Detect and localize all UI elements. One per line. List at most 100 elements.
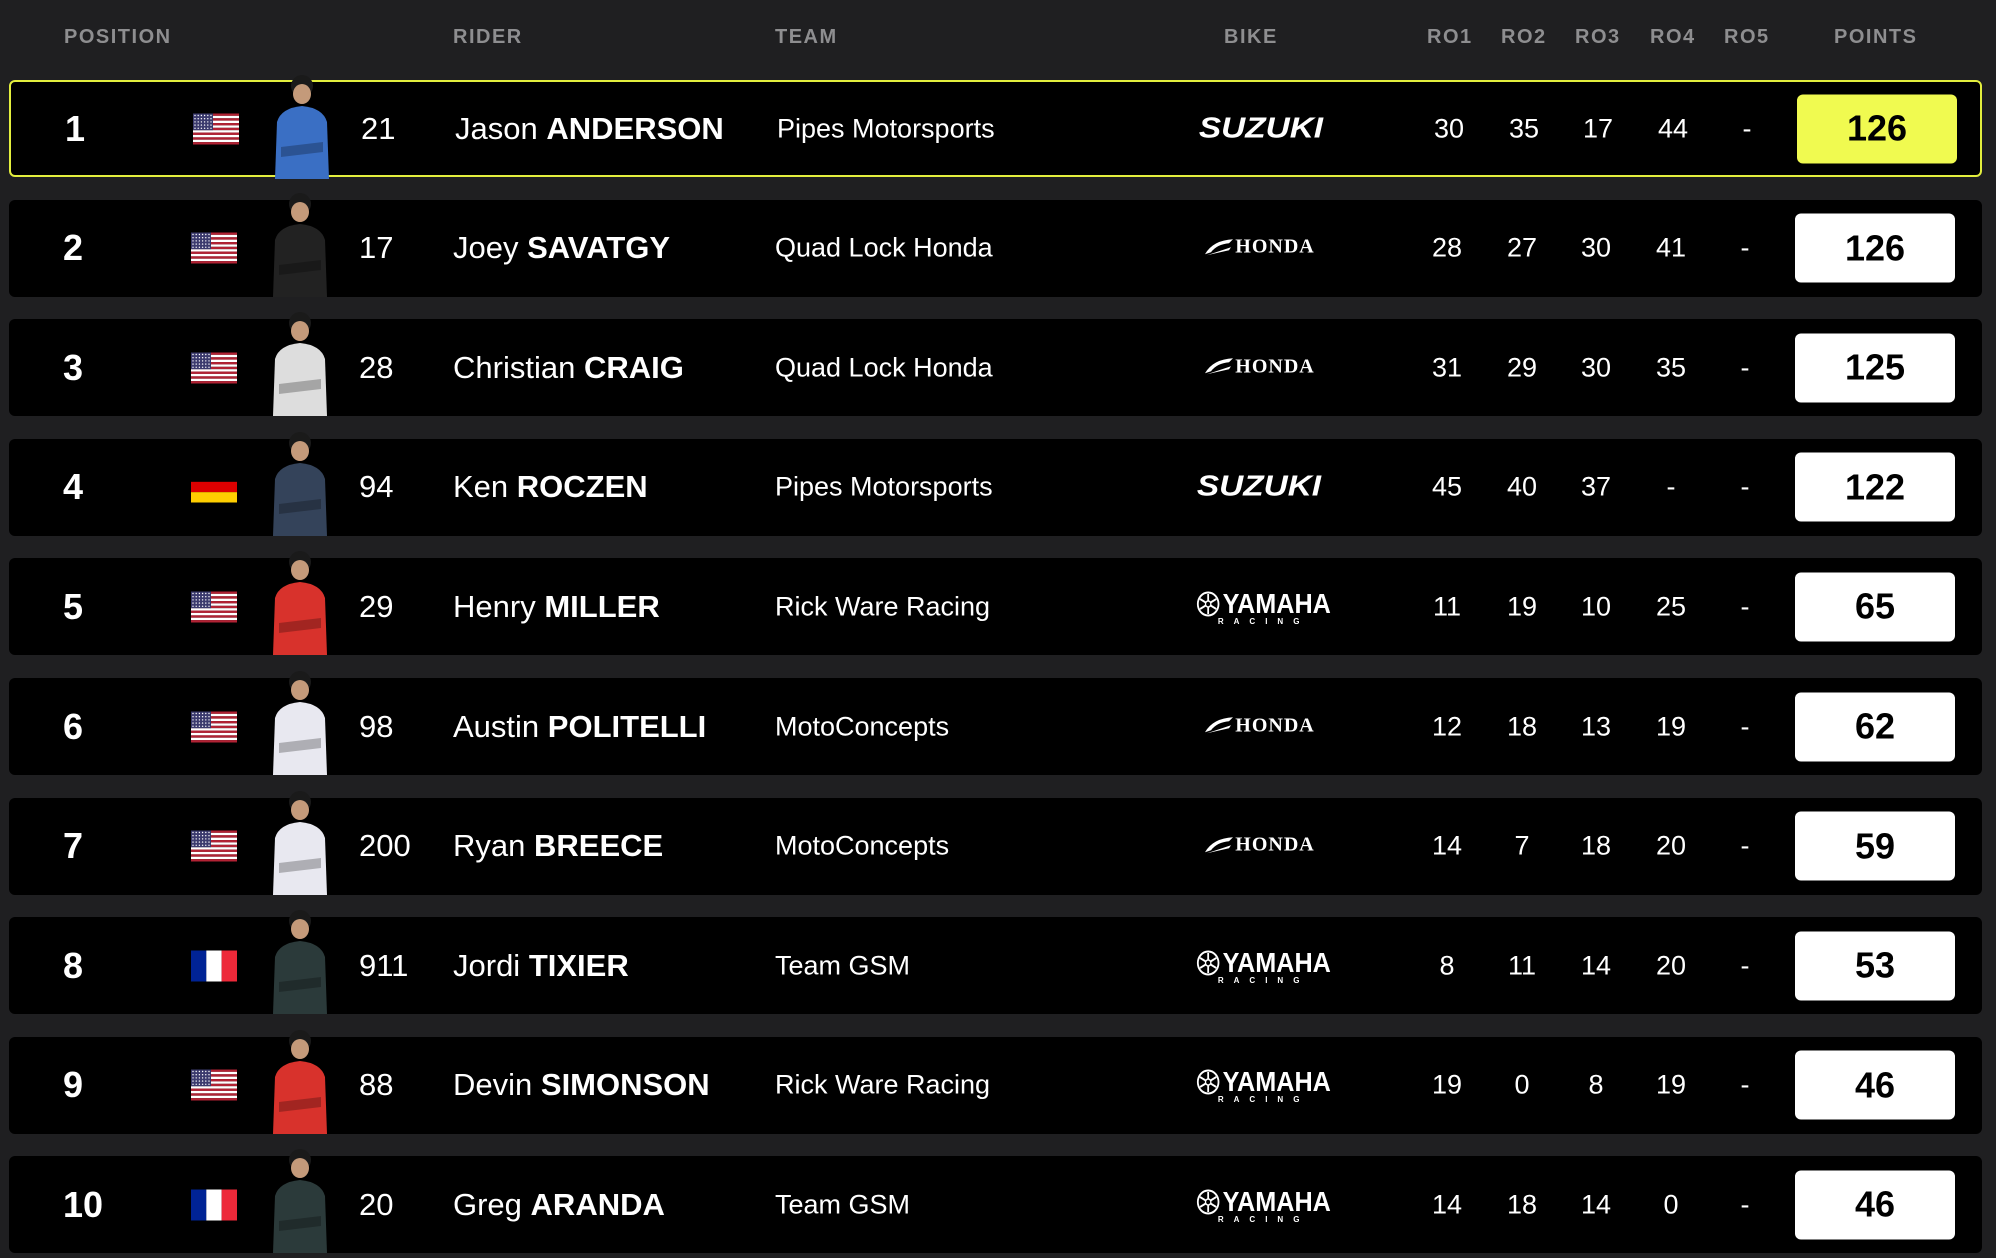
header-position: POSITION — [64, 26, 172, 48]
header-r03: RO3 — [1575, 26, 1621, 48]
flag-france-icon — [191, 1189, 237, 1221]
rider-first-name: Ryan — [453, 828, 526, 864]
flag-usa-icon — [193, 113, 239, 144]
header-bike: BIKE — [1224, 26, 1278, 48]
round-3-points: 14 — [1580, 1189, 1612, 1220]
rider-name[interactable]: Christian CRAIG — [453, 350, 684, 386]
standings-row[interactable]: 2 17 Joey SAVATGY Quad Lock Honda HONDA 28 27 3… — [9, 192, 1982, 297]
bike-brand: YAMAHA RACING — [1189, 1066, 1331, 1104]
round-5-points: - — [1740, 471, 1750, 502]
total-points: 62 — [1795, 692, 1955, 761]
round-1-points: 19 — [1431, 1069, 1463, 1100]
honda-logo: HONDA — [1203, 355, 1314, 378]
round-3-points: 30 — [1580, 232, 1612, 263]
standings-row[interactable]: 4 94 Ken ROCZEN Pipes Motorsports SUZUKI 45 40… — [9, 431, 1982, 536]
total-points: 59 — [1795, 811, 1955, 881]
round-3-points: 13 — [1580, 711, 1612, 741]
total-points: 122 — [1795, 452, 1955, 522]
standings-row[interactable]: 5 29 Henry MILLER Rick Ware Racing YAMAHA RAC… — [9, 551, 1982, 656]
total-points: 65 — [1795, 572, 1955, 642]
rider-name[interactable]: Greg ARANDA — [453, 1187, 665, 1223]
rider-last-name: SIMONSON — [540, 1067, 710, 1103]
rider-name[interactable]: Jason ANDERSON — [455, 111, 724, 147]
rider-first-name: Christian — [453, 349, 576, 385]
bike-brand: YAMAHA RACING — [1189, 1186, 1331, 1224]
round-5-points: - — [1740, 830, 1750, 861]
round-2-points: 35 — [1508, 113, 1540, 143]
round-2-points: 40 — [1506, 471, 1538, 502]
standings-row[interactable]: 10 20 Greg ARANDA Team GSM YAMAHA RACING 14 18 1… — [9, 1149, 1982, 1254]
standings-row[interactable]: 7 200 Ryan BREECE MotoConcepts HONDA 14 7 18 20 -… — [9, 790, 1982, 895]
honda-wing-icon — [1205, 238, 1234, 255]
rider-first-name: Joey — [453, 230, 519, 266]
rider-last-name: ANDERSON — [546, 110, 724, 146]
team-name: Pipes Motorsports — [777, 113, 995, 143]
flag-germany-icon — [191, 471, 237, 503]
rider-last-name: CRAIG — [583, 349, 684, 385]
yamaha-logo: YAMAHA RACING — [1189, 947, 1338, 985]
rider-name[interactable]: Austin POLITELLI — [453, 709, 706, 745]
rider-number: 88 — [359, 1067, 394, 1103]
round-3-points: 10 — [1580, 591, 1612, 622]
round-5-points: - — [1740, 1069, 1750, 1100]
bike-brand: HONDA — [1189, 714, 1329, 740]
yamaha-tuning-fork-icon — [1196, 950, 1220, 976]
rider-photo — [265, 1027, 335, 1134]
rider-name[interactable]: Joey SAVATGY — [453, 230, 670, 266]
team-name: Quad Lock Honda — [775, 232, 993, 263]
rider-last-name: SAVATGY — [527, 230, 671, 266]
team-name: MotoConcepts — [775, 711, 950, 741]
position: 2 — [63, 227, 84, 269]
standings-row[interactable]: 3 28 Christian CRAIG Quad Lock Honda HONDA 31… — [9, 312, 1982, 417]
team-name: Quad Lock Honda — [775, 352, 993, 383]
round-1-points: 28 — [1431, 232, 1463, 263]
round-5-points: - — [1742, 113, 1752, 143]
round-1-points: 14 — [1431, 1189, 1463, 1220]
bike-brand: HONDA — [1189, 833, 1329, 859]
flag-usa-icon — [191, 711, 237, 742]
rider-photo — [265, 907, 335, 1015]
position: 8 — [63, 944, 84, 986]
round-2-points: 7 — [1514, 830, 1530, 861]
rider-last-name: ARANDA — [530, 1186, 665, 1222]
rider-first-name: Jason — [455, 110, 538, 146]
round-4-points: 44 — [1657, 113, 1689, 143]
rider-photo — [265, 788, 335, 895]
round-1-points: 31 — [1431, 352, 1463, 383]
rider-number: 29 — [359, 588, 394, 624]
rider-number: 911 — [359, 947, 409, 983]
round-3-points: 37 — [1580, 471, 1612, 502]
standings-row[interactable]: 6 98 Austin POLITELLI MotoConcepts HONDA 12 18… — [9, 671, 1982, 775]
round-2-points: 0 — [1514, 1069, 1530, 1100]
header-r04: RO4 — [1650, 26, 1696, 48]
rider-photo — [265, 429, 335, 536]
rider-name[interactable]: Henry MILLER — [453, 589, 660, 625]
round-3-points: 14 — [1580, 950, 1612, 981]
round-1-points: 12 — [1431, 711, 1463, 741]
honda-wing-icon — [1205, 358, 1234, 375]
total-points: 126 — [1797, 94, 1957, 163]
round-5-points: - — [1740, 232, 1750, 263]
rider-name[interactable]: Devin SIMONSON — [453, 1067, 710, 1103]
rider-number: 28 — [359, 349, 394, 385]
round-4-points: 19 — [1655, 1069, 1687, 1100]
position: 3 — [63, 346, 84, 388]
standings-row[interactable]: 1 21 Jason ANDERSON Pipes Motorsports SUZUKI… — [9, 75, 1982, 179]
team-name: Rick Ware Racing — [775, 591, 991, 622]
rider-name[interactable]: Ryan BREECE — [453, 828, 663, 864]
round-2-points: 11 — [1507, 950, 1537, 981]
standings-row[interactable]: 9 88 Devin SIMONSON Rick Ware Racing YAMAHA R… — [9, 1029, 1982, 1134]
yamaha-tuning-fork-icon — [1196, 1189, 1220, 1215]
round-4-points: 25 — [1655, 591, 1687, 622]
standings-row[interactable]: 8 911 Jordi TIXIER Team GSM YAMAHA RACING 8 11 1… — [9, 910, 1982, 1015]
rider-name[interactable]: Jordi TIXIER — [453, 948, 629, 984]
rider-last-name: MILLER — [544, 588, 660, 624]
round-2-points: 19 — [1506, 591, 1538, 622]
rider-name[interactable]: Ken ROCZEN — [453, 469, 648, 505]
round-2-points: 18 — [1506, 1189, 1538, 1220]
rider-last-name: POLITELLI — [547, 708, 707, 744]
total-points: 126 — [1795, 213, 1955, 283]
bike-brand: HONDA — [1189, 235, 1329, 261]
flag-usa-icon — [191, 591, 237, 623]
team-name: Pipes Motorsports — [775, 471, 993, 502]
